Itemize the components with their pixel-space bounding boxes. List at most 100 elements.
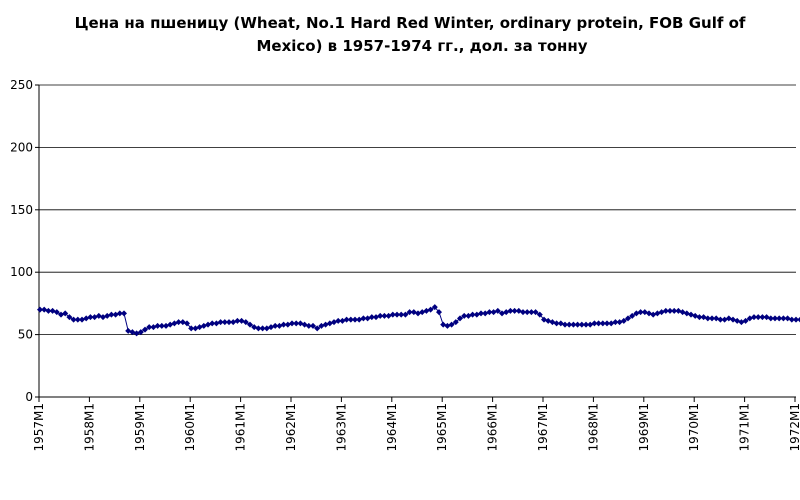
data-point [461,312,468,319]
data-point [566,321,573,328]
data-point [629,312,636,319]
x-tick-label: 1972M1 [788,403,800,452]
x-tick-label: 1960M1 [183,403,197,452]
data-point [209,320,216,327]
data-point [221,319,228,326]
data-point [776,315,783,322]
data-point [532,309,539,316]
data-point [599,320,606,327]
data-point [591,320,598,327]
series-line [40,306,800,334]
data-point [612,319,619,326]
data-point [87,314,94,321]
data-point [335,317,342,324]
x-tick-label: 1965M1 [435,403,449,452]
chart-title: Цена на пшеницу (Wheat, No.1 Hard Red Wi… [60,12,760,58]
data-point [402,311,409,318]
data-point [154,322,161,329]
data-point [74,316,81,323]
data-point [583,321,589,328]
x-tick-label: 1957M1 [32,403,46,452]
data-point [234,317,241,324]
data-point [667,307,673,314]
x-tick-label: 1962M1 [284,403,298,452]
data-point [251,324,258,331]
data-point [662,307,669,314]
data-point [578,321,585,328]
data-point [158,322,165,329]
data-point [507,307,514,314]
data-point [469,311,476,318]
data-point [368,314,375,321]
data-point [310,322,316,329]
data-point [226,319,232,326]
chart-title-line-2: Mexico) в 1957-1974 гг., дол. за тонну [256,37,588,55]
chart-title-line-1: Цена на пшеницу (Wheat, No.1 Hard Red Wi… [74,14,746,32]
data-point [137,329,144,336]
data-point [562,321,568,328]
data-point [66,314,73,321]
data-point [620,317,627,324]
data-point [352,316,358,323]
data-point [436,309,442,316]
data-point [377,312,384,319]
data-point [347,316,354,323]
data-point [486,309,493,316]
data-point [389,311,396,318]
data-point [671,307,678,314]
data-point [184,320,190,327]
data-point [289,320,295,327]
data-point [494,307,501,314]
data-point [188,325,195,332]
data-point [553,320,560,327]
data-point [574,321,581,328]
data-point [272,322,279,329]
data-point [772,315,778,322]
y-tick-label: 100 [10,265,33,279]
data-point [780,315,787,322]
data-point [146,324,153,331]
data-point [625,315,631,322]
data-point [751,314,757,321]
data-point [793,316,799,323]
data-point [457,315,463,322]
x-tick-label: 1966M1 [486,403,500,452]
data-point [406,309,413,316]
data-point [242,319,249,326]
x-tick-label: 1969M1 [637,403,651,452]
data-point [37,306,43,313]
data-point [452,319,459,326]
data-point [704,315,711,322]
data-point [255,325,262,332]
data-point [175,319,182,326]
data-point [788,316,795,323]
data-point [696,314,703,321]
data-point [381,312,388,319]
y-tick-label: 150 [10,203,33,217]
data-point [70,316,77,323]
data-point [755,314,762,321]
data-point [742,317,749,324]
data-point [116,310,123,317]
x-tick-label: 1970M1 [687,403,701,452]
data-point [524,309,531,316]
x-tick-label: 1959M1 [133,403,147,452]
data-point [217,319,224,326]
y-tick-label: 250 [10,78,33,92]
data-point [314,325,321,332]
data-point [536,311,543,318]
y-tick-label: 200 [10,140,33,154]
data-point [511,307,518,314]
x-tick-label: 1971M1 [738,403,752,452]
data-point [121,310,127,317]
data-point [360,315,367,322]
x-tick-label: 1967M1 [536,403,550,452]
data-point [293,320,300,327]
data-point [427,306,434,313]
data-point [394,311,400,318]
data-point [305,322,312,329]
data-point [247,321,253,328]
data-point [45,307,52,314]
x-tick-label: 1958M1 [82,403,96,452]
